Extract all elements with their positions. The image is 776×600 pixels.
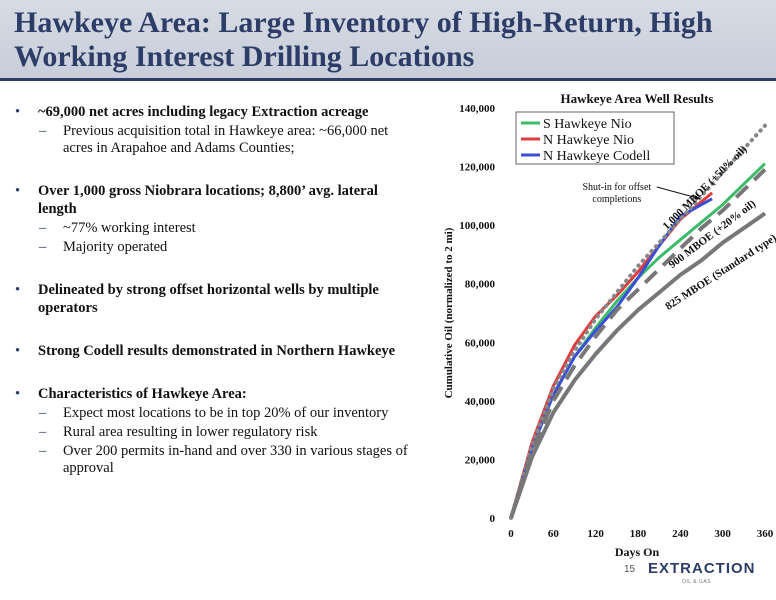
bullet-item: • ~69,000 net acres including legacy Extr… bbox=[8, 103, 418, 157]
callout-arrow bbox=[656, 186, 701, 200]
bullet-item: • Characteristics of Hawkeye Area: – Expect… bbox=[8, 385, 418, 477]
type-curve-label: 1,000 MBOE (+50% oil) bbox=[661, 143, 750, 232]
series-line bbox=[509, 191, 714, 519]
y-tick-label: 80,000 bbox=[465, 279, 496, 291]
bullet-dot-icon: • bbox=[15, 104, 21, 120]
dash-icon: – bbox=[39, 123, 47, 139]
bullet-dot-icon: • bbox=[15, 282, 21, 298]
legend-label: N Hawkeye Codell bbox=[543, 149, 650, 164]
y-tick-label: 20,000 bbox=[465, 454, 496, 466]
sub-bullet: – ~77% working interest bbox=[8, 220, 418, 237]
sub-bullet-label: Majority operated bbox=[63, 239, 168, 255]
x-tick-label: 120 bbox=[587, 528, 604, 540]
bullet-item: • Strong Codell results demonstrated in N… bbox=[8, 342, 418, 360]
bullet-label: Characteristics of Hawkeye Area: bbox=[38, 386, 247, 402]
x-tick-label: 60 bbox=[548, 528, 560, 540]
type-curve-label: 825 MBOE (Standard type) bbox=[663, 232, 776, 313]
x-tick-label: 360 bbox=[757, 528, 774, 540]
x-axis-label: Days On bbox=[615, 545, 660, 559]
sub-bullet: – Over 200 permits in-hand and over 330 i… bbox=[8, 443, 418, 477]
dash-icon: – bbox=[39, 443, 47, 459]
sub-bullet: – Rural area resulting in lower regulator… bbox=[8, 424, 418, 441]
legend-label: S Hawkeye Nio bbox=[543, 117, 632, 132]
y-tick-label: 60,000 bbox=[465, 337, 496, 349]
bullet-item: • Delineated by strong offset horizontal … bbox=[8, 281, 418, 317]
dash-icon: – bbox=[39, 239, 47, 255]
callout-text: Shut-in for offset bbox=[582, 182, 651, 193]
slide-title: Hawkeye Area: Large Inventory of High-Re… bbox=[14, 6, 713, 73]
extraction-logo: EXTRACTION bbox=[648, 560, 756, 577]
chart-title: Hawkeye Area Well Results bbox=[561, 91, 714, 106]
bullet-text: • Delineated by strong offset horizontal … bbox=[8, 281, 418, 317]
y-tick-label: 40,000 bbox=[465, 396, 496, 408]
bullet-label: ~69,000 net acres including legacy Extra… bbox=[38, 104, 369, 120]
series-line bbox=[509, 123, 767, 520]
bullet-text: • Over 1,000 gross Niobrara locations; 8,… bbox=[8, 182, 418, 218]
dash-icon: – bbox=[39, 424, 47, 440]
series-line bbox=[509, 211, 767, 519]
sub-bullet: – Majority operated bbox=[8, 239, 418, 256]
bullet-text: • ~69,000 net acres including legacy Extr… bbox=[8, 103, 418, 121]
bullet-item: • Over 1,000 gross Niobrara locations; 8,… bbox=[8, 182, 418, 256]
y-tick-label: 140,000 bbox=[459, 103, 495, 115]
legend-box bbox=[515, 111, 675, 165]
sub-bullet-label: Over 200 permits in-hand and over 330 in… bbox=[63, 443, 408, 476]
bullet-label: Strong Codell results demonstrated in No… bbox=[38, 343, 396, 359]
sub-bullet-label: ~77% working interest bbox=[63, 220, 196, 236]
page-number: 15 bbox=[624, 564, 636, 575]
dash-icon: – bbox=[39, 405, 47, 421]
sub-bullet: – Previous acquisition total in Hawkeye a… bbox=[8, 123, 418, 157]
series-line bbox=[509, 162, 767, 519]
title-banner: Hawkeye Area: Large Inventory of High-Re… bbox=[0, 0, 776, 81]
callout-text: completions bbox=[592, 194, 641, 205]
x-tick-label: 240 bbox=[672, 528, 689, 540]
y-tick-label: 0 bbox=[490, 513, 496, 525]
bullet-dot-icon: • bbox=[15, 183, 21, 199]
y-tick-label: 120,000 bbox=[459, 162, 495, 174]
bullet-dot-icon: • bbox=[15, 343, 21, 359]
logo-subtitle: OIL & GAS bbox=[682, 579, 712, 585]
type-curve-label: 900 MBOE (+20% oil) bbox=[667, 198, 759, 271]
x-tick-label: 0 bbox=[508, 528, 514, 540]
dash-icon: – bbox=[39, 220, 47, 236]
sub-bullet-label: Previous acquisition total in Hawkeye ar… bbox=[63, 123, 389, 156]
legend-label: N Hawkeye Nio bbox=[543, 133, 634, 148]
y-axis-label: Cumulative Oil (normalized to 2 mi) bbox=[443, 227, 455, 398]
bullet-text: • Characteristics of Hawkeye Area: bbox=[8, 385, 418, 403]
sub-bullet-label: Rural area resulting in lower regulatory… bbox=[63, 424, 318, 440]
sub-bullet-label: Expect most locations to be in top 20% o… bbox=[63, 405, 389, 421]
series-line bbox=[509, 168, 767, 519]
bullet-list: • ~69,000 net acres including legacy Extr… bbox=[8, 103, 418, 502]
bullet-label: Delineated by strong offset horizontal w… bbox=[38, 282, 379, 316]
x-tick-label: 300 bbox=[714, 528, 731, 540]
series-line bbox=[509, 197, 713, 519]
bullet-label: Over 1,000 gross Niobrara locations; 8,8… bbox=[38, 183, 378, 217]
arrowhead-icon bbox=[694, 195, 701, 200]
bullet-text: • Strong Codell results demonstrated in N… bbox=[8, 342, 418, 360]
x-tick-label: 180 bbox=[630, 528, 647, 540]
bullet-dot-icon: • bbox=[15, 386, 21, 402]
y-tick-label: 100,000 bbox=[459, 220, 495, 232]
sub-bullet: – Expect most locations to be in top 20% … bbox=[8, 405, 418, 422]
